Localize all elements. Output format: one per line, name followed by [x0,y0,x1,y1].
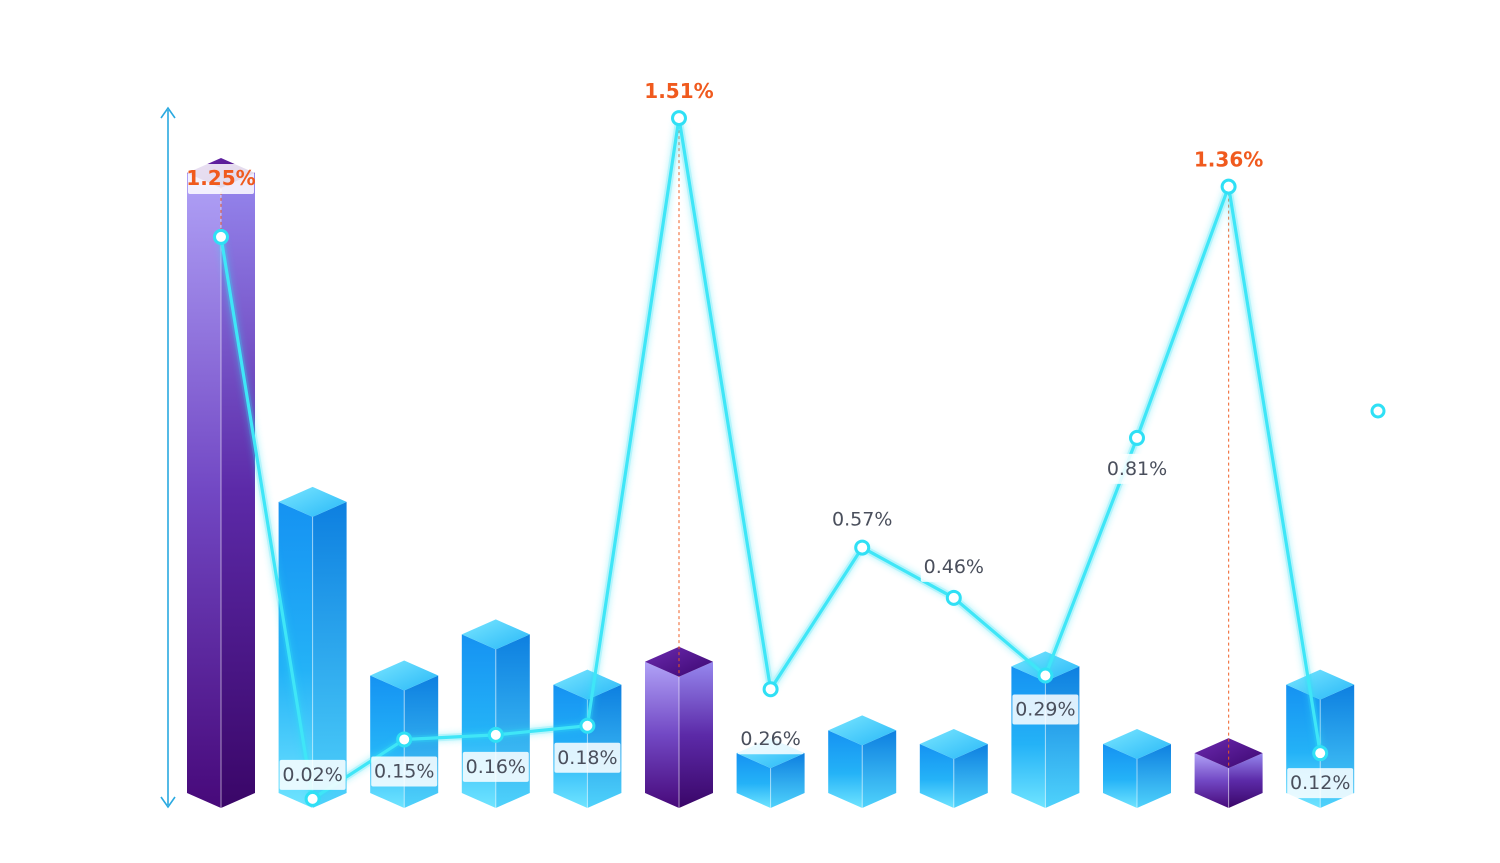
value-label-9: 0.29% [1012,694,1079,725]
line-point-5 [671,110,687,127]
labels-layer: 1.25% 0.02% 0.15% 0.16% 0.18% 1.51% 0.26% 0.57%… [186,79,1354,799]
legend-line-marker [1356,403,1398,419]
value-label-11: 1.36% [1194,148,1263,172]
value-label-1: 0.02% [279,759,346,790]
bar-4 [553,669,622,808]
line-point-10 [1129,429,1145,446]
svg-text:1.25%: 1.25% [186,166,255,190]
line-point-7 [854,539,871,556]
line-point-12 [1312,745,1329,762]
bar-7 [828,715,897,808]
y-axis-arrow [160,106,176,809]
value-label-7: 0.57% [829,504,896,535]
value-label-6: 0.26% [737,724,804,755]
svg-text:0.16%: 0.16% [466,756,526,778]
value-label-2: 0.15% [371,756,438,787]
value-label-10: 0.81% [1104,453,1170,484]
svg-text:0.12%: 0.12% [1290,772,1350,794]
svg-text:0.02%: 0.02% [282,764,342,786]
svg-text:1.36%: 1.36% [1194,148,1263,172]
bar-11 [1194,738,1263,808]
bar-5 [645,646,713,808]
svg-text:0.81%: 0.81% [1107,458,1167,480]
line-point-11 [1220,178,1237,195]
svg-text:0.18%: 0.18% [557,747,617,769]
line-point-1 [304,790,321,807]
bars-layer [187,157,1355,809]
value-label-8: 0.46% [920,551,987,582]
svg-text:0.26%: 0.26% [740,728,800,750]
value-label-12: 0.12% [1287,768,1354,799]
line-point-8 [945,589,962,606]
value-label-0: 1.25% [186,164,256,194]
svg-text:0.46%: 0.46% [924,556,984,578]
svg-text:0.15%: 0.15% [374,760,434,782]
value-label-4: 0.18% [554,742,621,773]
line-layer [213,110,1329,807]
svg-text:0.29%: 0.29% [1015,699,1075,721]
line-point-0 [213,228,229,245]
svg-text:0.57%: 0.57% [832,509,892,531]
value-label-3: 0.16% [462,751,529,782]
value-label-5: 1.51% [644,79,713,103]
bar-10 [1103,729,1171,808]
svg-text:1.51%: 1.51% [644,79,713,103]
guides-layer [220,118,1230,769]
line-point-6 [762,681,779,698]
line-point-9 [1037,667,1054,684]
line-point-3 [487,726,504,743]
line-point-4 [579,717,596,734]
bar-8 [919,729,988,808]
line-point-2 [396,731,413,748]
